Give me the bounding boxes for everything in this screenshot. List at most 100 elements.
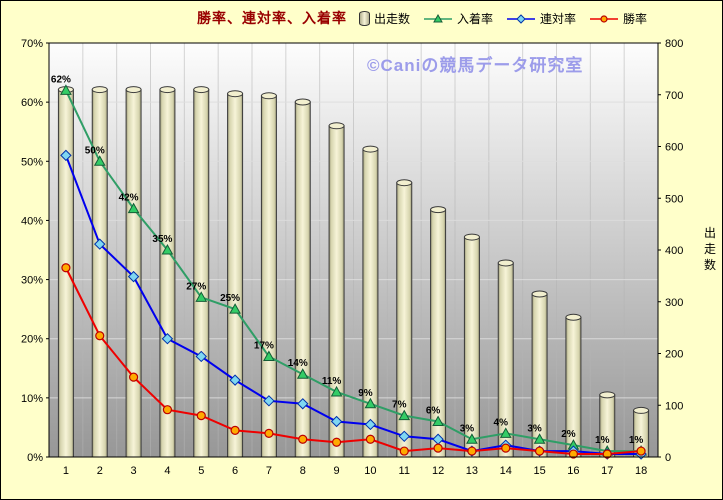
legend-item-出走数: 出走数 <box>359 10 410 27</box>
circle-marker <box>501 443 511 453</box>
diamond-marker <box>263 395 275 407</box>
circle-marker <box>331 437 342 447</box>
right-axis-label: 400 <box>665 245 683 257</box>
circle-marker <box>600 14 608 23</box>
bar-top <box>430 206 447 214</box>
diamond-marker <box>195 350 207 363</box>
left-axis-label: 10% <box>21 393 43 405</box>
勝率-line <box>65 267 642 456</box>
bar-top <box>328 122 345 130</box>
連対率-legend-icon <box>507 13 536 24</box>
diamond-marker <box>297 398 309 410</box>
legend-item-連対率: 連対率 <box>506 10 576 27</box>
x-axis-label: 11 <box>399 465 410 477</box>
circle-marker <box>264 428 274 438</box>
data-label: 62% <box>51 74 71 85</box>
data-label: 27% <box>186 281 206 292</box>
x-axis-label: 5 <box>198 465 204 477</box>
circle-marker <box>568 449 579 459</box>
diamond-marker <box>364 418 377 431</box>
data-label: 14% <box>288 358 308 369</box>
bar-top <box>91 86 108 94</box>
legend-item-入着率: 入着率 <box>423 10 493 27</box>
legend-label: 出走数 <box>374 12 411 26</box>
legend-label: 連対率 <box>540 12 577 26</box>
x-axis-label: 6 <box>232 465 238 477</box>
diamond-marker <box>398 430 410 443</box>
data-label: 35% <box>152 234 172 245</box>
circle-marker <box>298 434 308 444</box>
入着率-legend-icon <box>424 13 453 22</box>
diamond-marker <box>229 374 241 386</box>
triangle-marker <box>127 202 140 214</box>
right-axis-label: 200 <box>665 349 683 361</box>
data-label: 9% <box>358 388 373 399</box>
right-axis-label: 800 <box>665 38 683 50</box>
data-label: 42% <box>119 193 139 204</box>
data-label: 6% <box>426 406 441 417</box>
left-axis-label: 50% <box>21 156 43 168</box>
right-axis-label: 700 <box>665 90 683 102</box>
data-label: 7% <box>392 400 407 411</box>
x-axis-label: 7 <box>266 465 272 477</box>
triangle-marker <box>533 433 546 444</box>
data-label: 2% <box>561 429 576 440</box>
triangle-marker <box>398 409 411 421</box>
x-axis-label: 8 <box>300 465 306 477</box>
bar-top <box>497 259 514 267</box>
left-axis-label: 0% <box>27 452 43 464</box>
data-label: 11% <box>322 376 342 387</box>
left-axis-label: 30% <box>21 275 43 287</box>
circle-marker <box>602 449 612 459</box>
chart-title: 勝率、連対率、入着率 <box>197 10 347 26</box>
circle-marker <box>128 372 139 382</box>
bar <box>193 89 210 458</box>
x-axis-label: 18 <box>635 465 647 477</box>
triangle-marker <box>432 415 444 427</box>
x-axis-label: 15 <box>533 465 545 477</box>
x-axis-label: 16 <box>567 465 579 477</box>
circle-marker <box>433 443 443 453</box>
勝率-legend-icon <box>590 14 619 23</box>
x-axis-label: 1 <box>63 465 69 477</box>
bar <box>159 89 176 458</box>
x-axis-label: 14 <box>500 465 512 477</box>
bar-top <box>193 86 210 94</box>
diamond-marker <box>161 333 174 345</box>
x-axis-label: 9 <box>334 465 340 477</box>
circle-marker <box>61 263 71 273</box>
bar-top <box>565 313 582 321</box>
diamond-marker <box>94 238 106 250</box>
bar-top <box>396 179 413 187</box>
bar-top <box>260 92 277 100</box>
circle-marker <box>95 331 105 341</box>
triangle-marker <box>499 427 512 438</box>
watermark: ©Caniの競馬データ研究室 <box>367 56 584 75</box>
left-axis-label: 20% <box>21 334 43 346</box>
data-label: 50% <box>85 145 105 156</box>
data-label: 1% <box>629 435 644 446</box>
bar-legend-icon <box>359 11 370 26</box>
bar-top <box>633 406 650 414</box>
x-axis-label: 13 <box>466 465 478 477</box>
diamond-marker <box>516 13 526 24</box>
bar-top <box>531 290 548 298</box>
right-axis-title: 数 <box>704 257 716 272</box>
diamond-marker <box>330 415 343 428</box>
circle-marker <box>467 446 477 456</box>
入着率-line <box>65 89 642 453</box>
left-axis-label: 40% <box>21 215 43 227</box>
x-axis-label: 10 <box>364 465 376 477</box>
bar-top <box>463 233 480 241</box>
diamond-marker <box>60 149 72 162</box>
x-axis-label: 17 <box>601 465 613 477</box>
triangle-marker <box>330 385 343 397</box>
left-axis-label: 70% <box>21 38 43 50</box>
circle-marker <box>365 434 376 444</box>
data-label: 25% <box>220 293 240 304</box>
data-label: 1% <box>595 435 610 446</box>
triangle-marker <box>229 303 241 314</box>
right-axis-label: 0 <box>665 452 671 464</box>
circle-marker <box>399 446 409 456</box>
